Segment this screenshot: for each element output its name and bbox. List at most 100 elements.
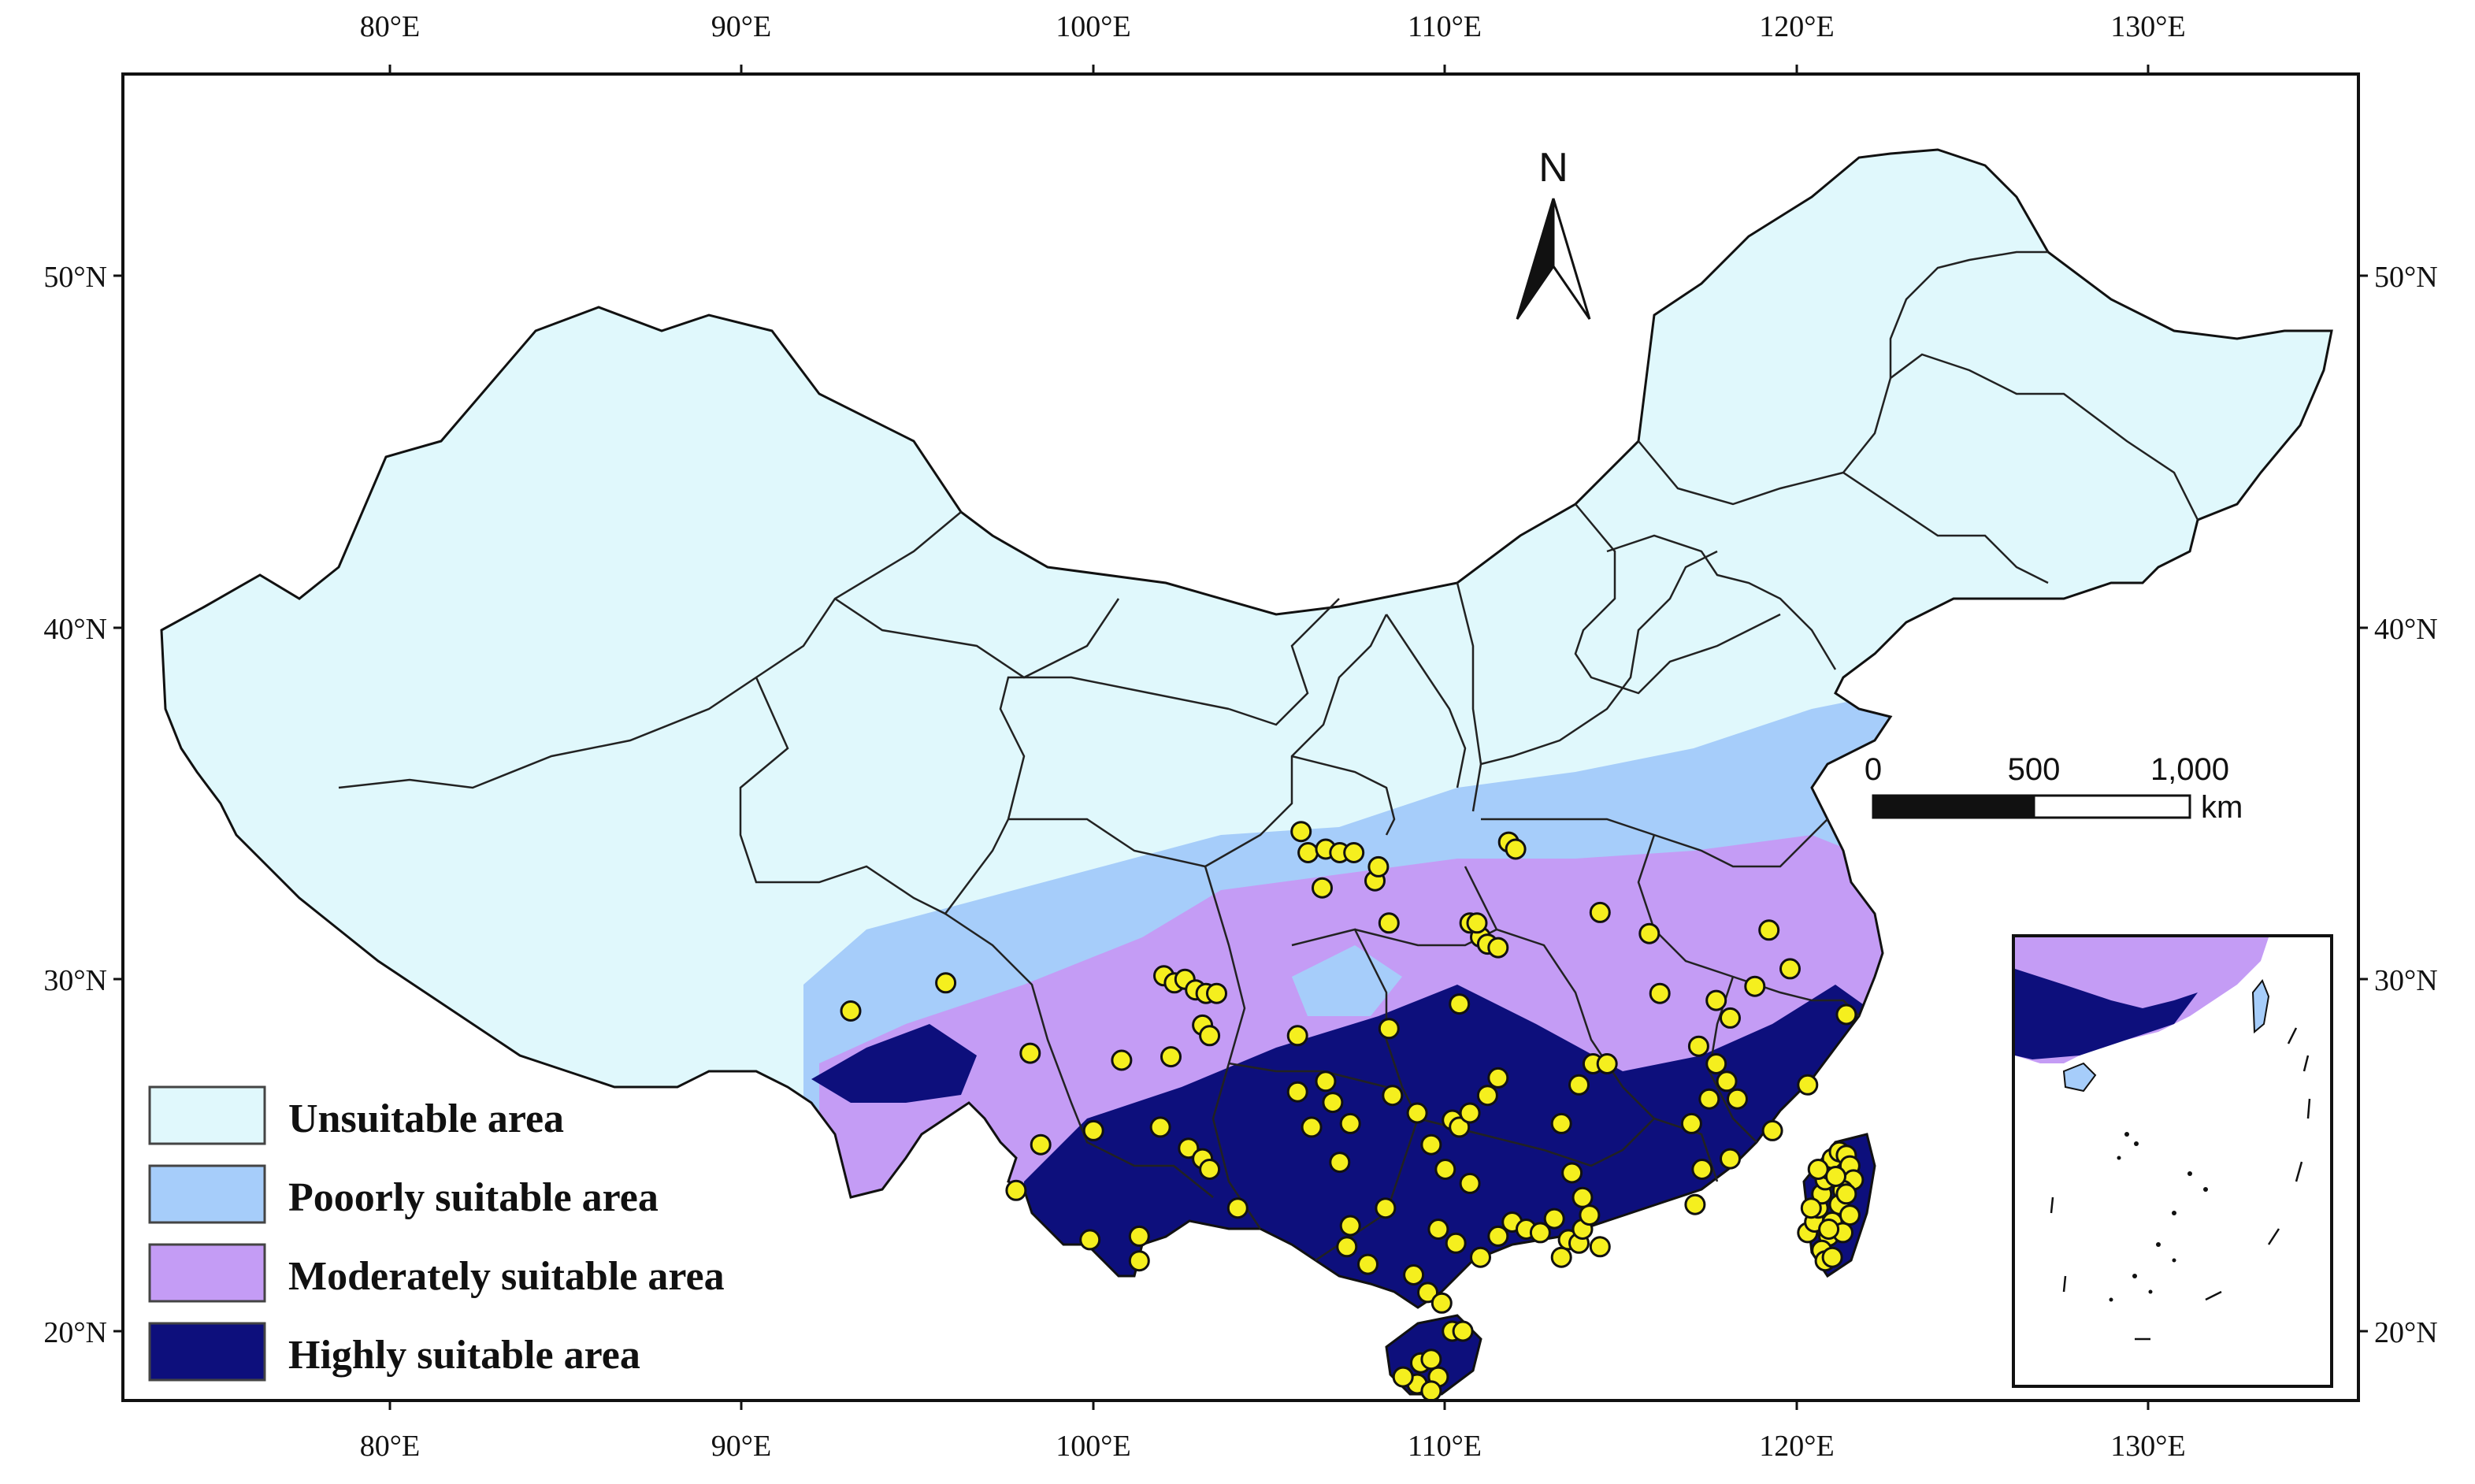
occurrence-point	[1835, 1183, 1857, 1205]
occurrence-point	[1030, 1133, 1052, 1156]
occurrence-point	[1459, 1102, 1481, 1124]
occurrence-point	[1434, 1159, 1456, 1180]
occurrence-point	[1638, 922, 1661, 944]
inset-islands	[2109, 1132, 2208, 1302]
lon-tick-label: 90°E	[711, 10, 771, 43]
occurrence-point	[1779, 958, 1801, 980]
occurrence-point	[1149, 1116, 1171, 1138]
occurrence-point	[1160, 1046, 1182, 1068]
legend-swatch	[148, 1085, 266, 1145]
occurrence-point	[1111, 1049, 1133, 1071]
occurrence-point	[1199, 1025, 1221, 1047]
lon-tick-label: 100°E	[1056, 10, 1130, 43]
occurrence-point	[1529, 1222, 1551, 1244]
lat-tick-label: 40°N	[43, 613, 107, 646]
occurrence-points	[840, 821, 1865, 1402]
occurrence-point	[1339, 1112, 1361, 1134]
occurrence-point	[1839, 1204, 1861, 1226]
legend-item-poorly-suitable: Pooorly suitable area	[148, 1164, 659, 1224]
occurrence-point	[1550, 1246, 1572, 1268]
legend-item-unsuitable: Unsuitable area	[148, 1085, 564, 1145]
occurrence-point	[1705, 989, 1727, 1011]
occurrence-point	[1505, 838, 1527, 860]
occurrence-point	[1818, 1219, 1840, 1240]
occurrence-point	[1758, 919, 1780, 941]
occurrence-point	[1128, 1225, 1150, 1247]
occurrence-point	[1684, 1193, 1706, 1215]
occurrence-point	[1720, 1007, 1741, 1029]
occurrence-point	[1550, 1112, 1572, 1134]
lat-tick-label: 20°N	[43, 1316, 107, 1349]
occurrence-point	[1561, 1162, 1583, 1184]
occurrence-point	[1392, 1366, 1414, 1388]
occurrence-point	[1445, 1232, 1467, 1254]
lat-tick-label: 20°N	[2374, 1316, 2438, 1349]
inset-hainan	[2062, 1062, 2097, 1093]
occurrence-point	[1687, 1035, 1709, 1057]
lon-tick-label: 130°E	[2110, 10, 2185, 43]
legend-label: Pooorly suitable area	[288, 1175, 659, 1220]
longitude-ticks-bottom: 80°E 90°E 100°E 110°E 120°E 130°E	[360, 1401, 2186, 1463]
inset-highly-suitable	[2015, 969, 2198, 1059]
occurrence-point	[1206, 982, 1227, 1004]
legend-label: Unsuitable area	[288, 1096, 564, 1141]
occurrence-point	[1226, 1197, 1249, 1219]
occurrence-point	[1800, 1197, 1822, 1219]
china-outline	[160, 148, 2333, 1309]
lat-tick-label: 40°N	[2374, 613, 2438, 646]
lat-tick-label: 50°N	[2374, 261, 2438, 294]
lon-tick-label: 80°E	[360, 10, 420, 43]
occurrence-point	[1286, 1025, 1308, 1047]
occurrence-point	[1427, 1219, 1449, 1240]
north-arrow: N	[1516, 145, 1591, 320]
occurrence-point	[1128, 1250, 1150, 1272]
occurrence-point	[1420, 1133, 1442, 1156]
legend-label: Moderately suitable area	[288, 1254, 725, 1299]
occurrence-point	[1315, 1070, 1337, 1093]
occurrence-point	[1005, 1179, 1027, 1201]
occurrence-point	[1761, 1119, 1783, 1141]
legend-swatch	[148, 1243, 266, 1303]
occurrence-point	[1459, 1172, 1481, 1194]
lon-tick-label: 80°E	[360, 1430, 420, 1463]
legend-label: Highly suitable area	[288, 1333, 640, 1378]
occurrence-point	[1082, 1119, 1104, 1141]
lat-tick-label: 30°N	[43, 964, 107, 997]
occurrence-point	[1698, 1088, 1720, 1110]
occurrence-point	[1596, 1053, 1618, 1074]
occurrence-point	[1649, 982, 1671, 1004]
lon-tick-label: 110°E	[1408, 10, 1482, 43]
occurrence-point	[1487, 1225, 1509, 1247]
occurrence-point	[1420, 1380, 1442, 1402]
scale-bar-label: 500	[2008, 752, 2061, 787]
highly-suitable-zone-west	[811, 1024, 977, 1103]
occurrence-point	[935, 972, 957, 994]
inset-taiwan	[2251, 979, 2270, 1034]
scale-bar: 0 500 1,000 km	[1865, 752, 2243, 825]
province-borders	[338, 250, 2199, 1262]
legend-item-highly-suitable: Highly suitable area	[148, 1322, 640, 1382]
occurrence-point	[1290, 821, 1312, 843]
occurrence-point	[1825, 1166, 1846, 1187]
occurrence-point	[1720, 1148, 1741, 1170]
occurrence-point	[1199, 1159, 1221, 1180]
poorly-suitable-patch-sichuan	[1292, 945, 1402, 1016]
inset-nine-dash-line	[2050, 1027, 2311, 1341]
occurrence-point	[1357, 1253, 1379, 1275]
occurrence-point	[1339, 1215, 1361, 1237]
legend-swatch	[148, 1322, 266, 1382]
legend: Unsuitable area Pooorly suitable area Mo…	[148, 1085, 725, 1382]
occurrence-point	[1329, 1152, 1351, 1174]
occurrence-point	[1466, 912, 1488, 934]
occurrence-point	[1705, 1053, 1727, 1074]
occurrence-point	[1019, 1042, 1041, 1064]
occurrence-point	[1430, 1292, 1453, 1314]
occurrence-point	[1821, 1246, 1843, 1268]
lat-tick-label: 30°N	[2374, 964, 2438, 997]
legend-swatch	[148, 1164, 266, 1224]
occurrence-point	[1449, 1116, 1471, 1138]
occurrence-point	[1807, 1159, 1829, 1180]
scale-bar-unit: km	[2201, 790, 2243, 825]
south-china-sea-inset	[2012, 934, 2333, 1388]
occurrence-point	[1406, 1102, 1428, 1124]
